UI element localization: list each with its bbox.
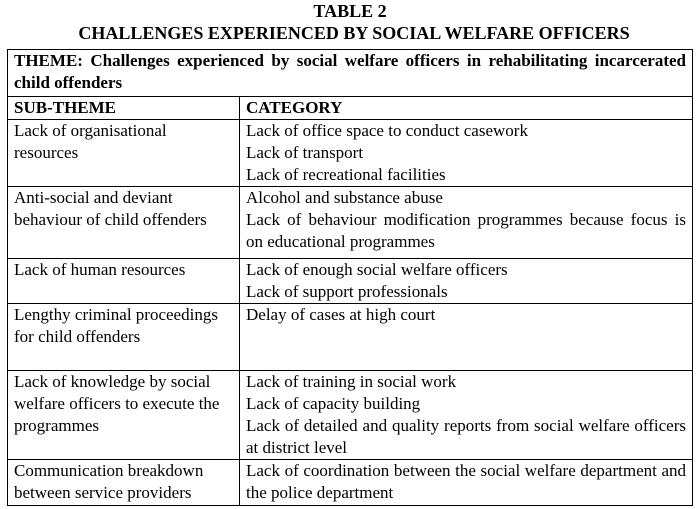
category-cell: Lack of training in social work Lack of c… xyxy=(239,370,693,460)
sub-theme-cell: Lack of knowledge by social welfare offi… xyxy=(7,370,240,460)
category-item: Lack of behaviour modification programme… xyxy=(246,210,686,251)
table-number: TABLE 2 xyxy=(313,1,387,21)
theme-cell: THEME: Challenges experienced by social … xyxy=(7,49,693,97)
challenges-table: THEME: Challenges experienced by social … xyxy=(7,49,693,506)
sub-theme-cell: Communication breakdown between service … xyxy=(7,459,240,506)
table-row: Lengthy criminal proceedings for child o… xyxy=(7,303,693,371)
category-cell: Lack of office space to conduct casework… xyxy=(239,119,693,187)
sub-theme-cell: Lengthy criminal proceedings for child o… xyxy=(7,303,240,371)
table-title: CHALLENGES EXPERIENCED BY SOCIAL WELFARE… xyxy=(78,23,630,43)
table-row: Lack of organisational resources Lack of … xyxy=(7,119,693,187)
category-item: Lack of enough social welfare officers xyxy=(246,260,508,279)
category-item: Lack of capacity building xyxy=(246,394,421,413)
header-sub-theme: SUB-THEME xyxy=(7,96,240,120)
category-item: Alcohol and substance abuse xyxy=(246,188,443,207)
category-item: Lack of training in social work xyxy=(246,372,457,391)
sub-theme-cell: Lack of human resources xyxy=(7,258,240,304)
category-item: Lack of detailed and quality reports fro… xyxy=(246,416,686,457)
header-row: SUB-THEME CATEGORY xyxy=(7,96,693,120)
table-row: Lack of knowledge by social welfare offi… xyxy=(7,370,693,460)
category-cell: Delay of cases at high court xyxy=(239,303,693,371)
category-item: Lack of recreational facilities xyxy=(246,165,446,184)
header-category: CATEGORY xyxy=(239,96,693,120)
table-row: Communication breakdown between service … xyxy=(7,459,693,506)
table-row: Anti-social and deviant behaviour of chi… xyxy=(7,186,693,259)
theme-row: THEME: Challenges experienced by social … xyxy=(7,49,693,97)
table-row: Lack of human resources Lack of enough so… xyxy=(7,258,693,304)
category-item: Lack of transport xyxy=(246,143,364,162)
category-item: Lack of office space to conduct casework xyxy=(246,121,528,140)
sub-theme-cell: Anti-social and deviant behaviour of chi… xyxy=(7,186,240,259)
category-item: Delay of cases at high court xyxy=(246,305,436,324)
category-item: Lack of coordination between the social … xyxy=(246,461,686,502)
category-cell: Lack of coordination between the social … xyxy=(239,459,693,506)
category-item: Lack of support professionals xyxy=(246,282,448,301)
category-cell: Lack of enough social welfare officers La… xyxy=(239,258,693,304)
sub-theme-cell: Lack of organisational resources xyxy=(7,119,240,187)
category-cell: Alcohol and substance abuse Lack of behav… xyxy=(239,186,693,259)
